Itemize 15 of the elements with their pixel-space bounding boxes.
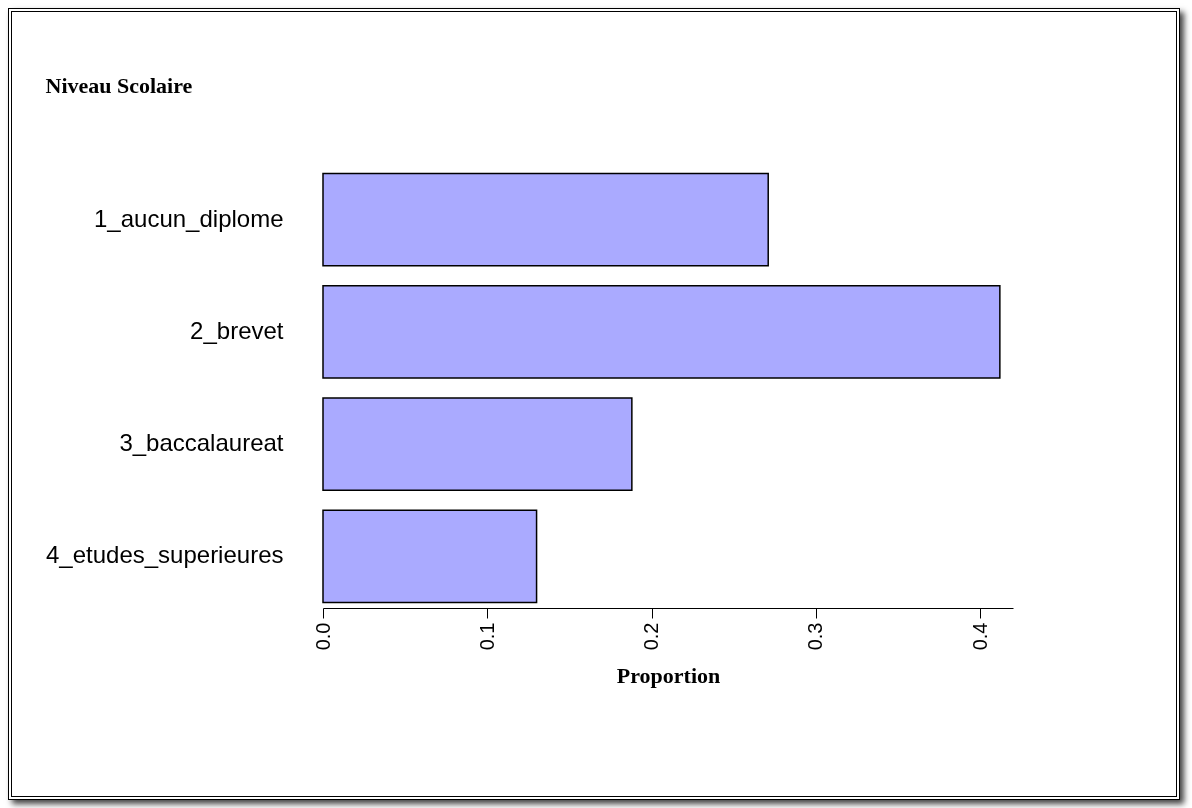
y-tick-label: 4_etudes_superieures [45,541,284,569]
y-tick-label: 3_baccalaureat [119,429,284,457]
bar [322,397,633,491]
x-tick-label: 0.2 [640,622,663,651]
y-tick-label: 1_aucun_diplome [94,204,284,232]
x-tick-label: 0.0 [311,622,334,651]
x-axis-title: Proportion [616,663,721,689]
x-tick-label: 0.4 [968,622,991,651]
bar [322,172,769,267]
bar [322,509,538,604]
x-tick-label: 0.3 [804,622,827,651]
text: Niveau Scolaire [45,73,193,98]
bar [322,285,1001,379]
x-tick-label: 0.1 [475,622,498,651]
y-tick-label: 2_brevet [190,316,284,344]
